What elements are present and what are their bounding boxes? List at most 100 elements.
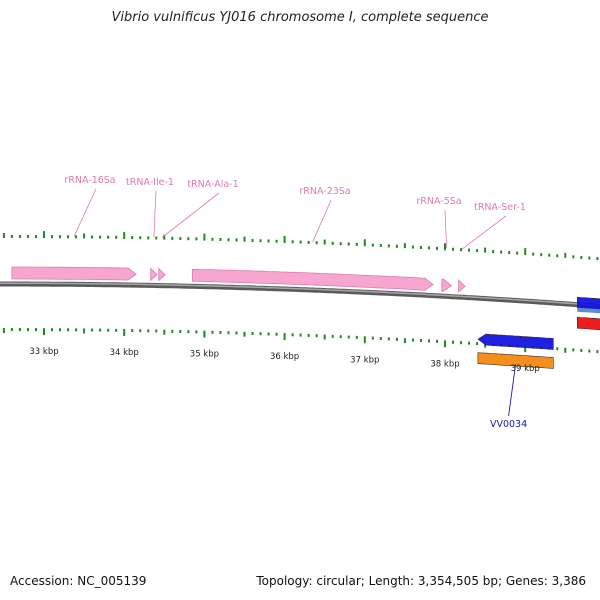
inner-tick	[572, 348, 575, 352]
outer-tick	[107, 235, 110, 239]
outer-tick	[484, 247, 487, 253]
inner-tick	[564, 347, 567, 353]
outer-tick	[227, 238, 230, 242]
inner-tick	[203, 330, 206, 338]
inner-tick	[524, 345, 527, 353]
outer-tick	[163, 234, 166, 240]
inner-tick	[323, 334, 326, 340]
scale-label: 36 kbp	[270, 352, 299, 362]
outer-tick	[331, 241, 334, 245]
leader-rRNA-23Sa	[312, 199, 332, 243]
inner-tick	[51, 328, 54, 332]
outer-tick	[203, 233, 206, 241]
feature-track	[11, 266, 466, 293]
outer-tick	[435, 246, 438, 250]
inner-tick	[484, 342, 487, 348]
outer-tick	[219, 238, 222, 242]
inner-tick	[476, 342, 479, 346]
outer-tick	[460, 248, 463, 252]
inner-tick	[387, 337, 390, 341]
outer-tick	[556, 254, 559, 258]
outer-tick	[283, 236, 286, 244]
inner-tick	[211, 330, 214, 334]
backbone-line	[0, 281, 600, 309]
inner-tick	[187, 330, 190, 334]
inner-tick	[283, 333, 286, 341]
outer-tick-track	[2, 231, 599, 261]
inner-tick	[155, 329, 158, 333]
inner-tick	[299, 333, 302, 337]
inner-tick	[444, 340, 446, 348]
outer-tick	[43, 231, 45, 239]
inner-tick	[139, 329, 142, 333]
outer-tick	[187, 237, 190, 241]
label-rRNA-23Sa: rRNA-23Sa	[299, 186, 350, 197]
scale-label: 38 kbp	[430, 359, 459, 369]
inner-tick	[219, 331, 222, 335]
outer-tick	[67, 235, 70, 239]
scale-label: 39 kbp	[511, 364, 540, 374]
inner-tick	[243, 331, 246, 337]
inner-tick	[115, 328, 118, 332]
outer-tick	[548, 253, 551, 257]
outer-tick	[347, 242, 350, 246]
gene-steel-band	[577, 307, 600, 314]
outer-tick	[259, 239, 262, 243]
inner-tick	[163, 329, 166, 335]
outer-tick	[26, 235, 29, 239]
outer-tick	[267, 239, 270, 243]
accession-text: Accession: NC_005139	[10, 574, 147, 588]
inner-tick	[251, 331, 254, 335]
inner-tick	[235, 331, 238, 335]
outer-tick	[508, 251, 511, 255]
backbone-highlight	[0, 282, 600, 307]
inner-tick	[331, 334, 334, 338]
inner-tick	[18, 328, 21, 332]
outer-tick	[123, 231, 126, 239]
inner-tick	[588, 349, 591, 353]
outer-tick	[524, 248, 527, 256]
inner-tick	[43, 328, 45, 336]
outer-tick	[211, 237, 214, 241]
inner-tick	[171, 329, 174, 333]
topology-summary: Topology: circular; Length: 3,354,505 bp…	[256, 574, 586, 588]
inner-tick	[339, 335, 342, 339]
outer-tick	[355, 242, 358, 246]
outer-tick	[572, 255, 575, 259]
outer-tick	[171, 236, 174, 240]
outer-tick	[588, 256, 591, 260]
inner-tick	[363, 336, 366, 344]
scale-label: 35 kbp	[190, 350, 219, 360]
inner-tick	[307, 333, 310, 337]
outer-tick	[83, 233, 86, 239]
leader-VV0034	[508, 364, 517, 417]
outer-tick	[403, 243, 406, 249]
inner-tick	[123, 328, 126, 336]
gene-VV0034-orange	[477, 352, 554, 369]
outer-tick	[18, 235, 21, 239]
label-rRNA-5Sa: rRNA-5Sa	[416, 196, 461, 207]
outer-tick	[75, 235, 78, 239]
outer-tick	[235, 238, 238, 242]
inner-tick	[379, 336, 382, 340]
leader-tRNA-Ala-1	[161, 192, 220, 238]
outer-tick	[363, 239, 366, 247]
outer-tick	[564, 252, 567, 258]
outer-tick	[59, 235, 62, 239]
outer-tick	[427, 246, 430, 250]
outer-tick	[179, 237, 182, 241]
leader-tRNA-Ser-1	[461, 215, 507, 250]
outer-tick	[452, 247, 455, 251]
gene-VV0034	[477, 333, 554, 350]
outer-tick	[131, 236, 134, 240]
inner-tick	[580, 348, 583, 352]
outer-tick	[275, 239, 278, 243]
outer-tick	[51, 235, 54, 239]
inner-tick	[427, 339, 430, 343]
outer-tick	[323, 239, 326, 245]
outer-tick	[147, 236, 150, 240]
scale-label: 37 kbp	[350, 355, 379, 365]
inner-tick	[179, 330, 182, 334]
gene-next-gene-red	[577, 316, 600, 331]
outer-tick	[34, 235, 37, 239]
